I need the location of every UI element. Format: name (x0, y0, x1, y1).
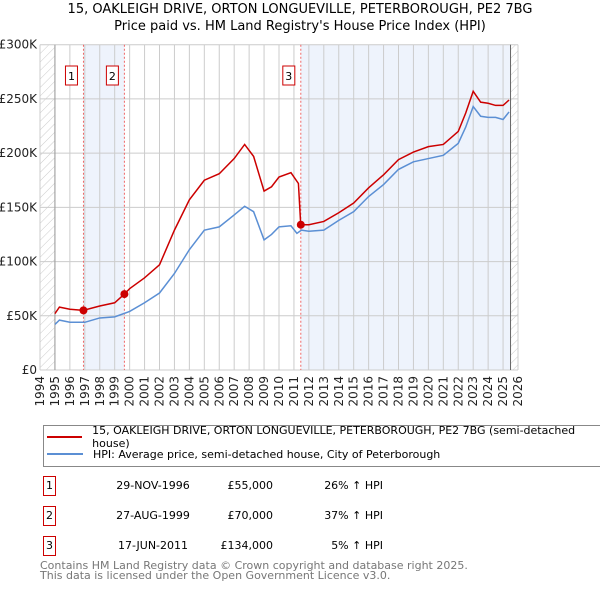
sale-label-box (282, 65, 296, 86)
x-tick-label: 2004 (182, 376, 196, 407)
sale-hpi: 37% ↑ HPI (324, 509, 383, 522)
x-tick-label: 2005 (197, 376, 211, 407)
sale-row: 2 27-AUG-1999 £70,000 37% ↑ HPI (43, 506, 600, 526)
x-tick-label: 2021 (436, 376, 450, 407)
x-tick-label: 2002 (153, 376, 167, 407)
x-tick-label: 2009 (257, 376, 271, 407)
footer-line2: This data is licensed under the Open Gov… (40, 569, 391, 582)
sale-price: £134,000 (220, 539, 274, 552)
x-tick-label: 2001 (138, 376, 152, 407)
x-tick-label: 2019 (406, 376, 420, 407)
x-tick-label: 2026 (511, 376, 525, 407)
x-tick-label: 2011 (287, 376, 301, 407)
x-tick-label: 2024 (481, 376, 495, 407)
sale-marker-box: 1 (43, 476, 56, 496)
x-tick-label: 1999 (108, 376, 122, 407)
x-tick-label: 1994 (33, 376, 47, 407)
sale-price: £55,000 (227, 479, 274, 492)
sale-label-box (64, 65, 78, 86)
sale-row: 1 29-NOV-1996 £55,000 26% ↑ HPI (43, 476, 600, 496)
x-tick-label: 1998 (93, 376, 107, 407)
sale-price: £70,000 (227, 509, 274, 522)
chart-title: 15, OAKLEIGH DRIVE, ORTON LONGUEVILLE, P… (67, 2, 533, 17)
legend: 15, OAKLEIGH DRIVE, ORTON LONGUEVILLE, P… (43, 424, 600, 467)
x-tick-label: 2018 (392, 376, 406, 407)
footer: Contains HM Land Registry data © Crown c… (40, 559, 468, 582)
x-tick-label: 2007 (227, 376, 241, 407)
sale-marker-box: 2 (43, 506, 56, 526)
sale-point (120, 290, 129, 299)
sale-hpi: 5% ↑ HPI (331, 539, 383, 552)
x-tick-label: 2015 (347, 376, 361, 407)
x-tick-label: 2003 (167, 376, 181, 407)
x-tick-label: 2020 (421, 376, 435, 407)
footer-line1: Contains HM Land Registry data © Crown c… (40, 559, 468, 572)
sale-row: 3 17-JUN-2011 £134,000 5% ↑ HPI (43, 536, 600, 556)
sale-label: 2 (109, 70, 116, 83)
sale-date: 29-NOV-1996 (116, 479, 190, 492)
x-tick-label: 2017 (377, 376, 391, 407)
sale-point (79, 306, 88, 315)
legend-label-property: 15, OAKLEIGH DRIVE, ORTON LONGUEVILLE, P… (92, 424, 576, 450)
x-tick-label: 1997 (78, 376, 92, 407)
x-tick-label: 2010 (272, 376, 286, 407)
y-tick-label: £150K (0, 200, 38, 214)
x-tick-label: 2000 (123, 376, 137, 407)
sale-marker-box: 3 (43, 536, 56, 556)
legend-label-hpi: HPI: Average price, semi-detached house,… (93, 447, 441, 461)
sale-point (296, 220, 305, 229)
x-tick-label: 2023 (466, 376, 480, 407)
y-tick-label: £200K (0, 146, 38, 160)
sale-hpi: 26% ↑ HPI (324, 479, 383, 492)
x-tick-label: 2012 (302, 376, 316, 407)
sale-label: 3 (285, 70, 292, 83)
x-tick-label: 2022 (451, 376, 465, 407)
sale-label-box (105, 65, 119, 86)
x-tick-label: 2006 (212, 376, 226, 407)
x-tick-label: 2025 (496, 376, 510, 407)
y-tick-label: £300K (0, 38, 38, 52)
x-tick-label: 2014 (332, 376, 346, 407)
chart-svg: 1994 1995 1996 1997 1998 1999 2000 2001 2002 2003… (0, 38, 525, 407)
y-tick-label: £0 (22, 363, 37, 377)
sale-date: 17-JUN-2011 (117, 539, 189, 552)
x-tick-label: 1995 (48, 376, 62, 407)
series-line-hpi (54, 104, 510, 325)
legend-blue-line (47, 453, 83, 455)
x-tick-label: 2008 (242, 376, 256, 407)
x-tick-label: 2013 (317, 376, 331, 407)
sale-date: 27-AUG-1999 (116, 509, 190, 522)
series-line-property (54, 89, 510, 315)
legend-red-line (47, 436, 83, 438)
x-tick-label: 1996 (63, 376, 77, 407)
sale-label: 1 (68, 70, 75, 83)
y-tick-label: £250K (0, 92, 38, 106)
x-tick-label: 2016 (362, 376, 376, 407)
chart-subtitle: Price paid vs. HM Land Registry's House … (114, 19, 486, 34)
y-tick-label: £50K (6, 309, 38, 323)
y-tick-label: £100K (0, 255, 38, 269)
